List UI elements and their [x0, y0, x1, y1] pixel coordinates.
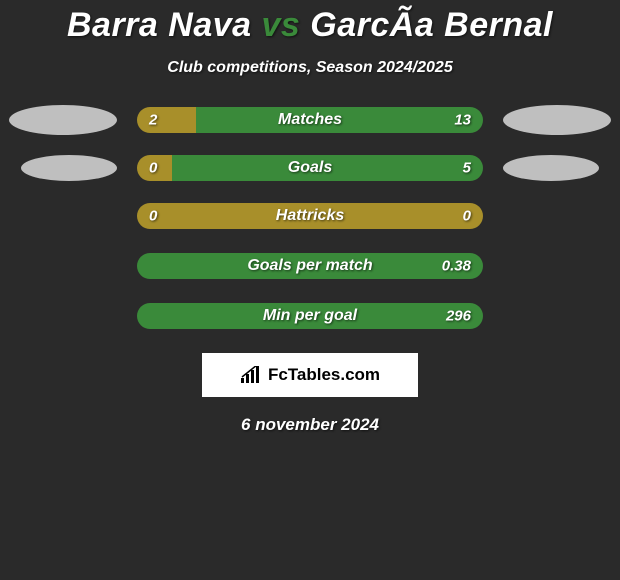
- stat-bar: 0.38 Goals per match: [137, 253, 483, 279]
- comparison-title: Barra Nava vs GarcÃ­a Bernal: [0, 0, 620, 45]
- stat-ellipse-right: [503, 105, 611, 135]
- stat-value-left: 0: [149, 160, 157, 177]
- brand-badge: FcTables.com: [202, 353, 418, 397]
- stat-row: 0.38 Goals per match: [0, 251, 620, 281]
- stat-ellipse-left: [9, 251, 117, 281]
- date-text: 6 november 2024: [0, 415, 620, 435]
- stat-label: Hattricks: [276, 207, 344, 225]
- stat-label: Min per goal: [263, 307, 357, 325]
- stat-ellipse-right: [503, 251, 611, 281]
- stat-bar: 2 13 Matches: [137, 107, 483, 133]
- stat-ellipse-right: [503, 301, 611, 331]
- stats-container: 2 13 Matches 0 5 Goals 0 0 Hattricks 0.38 Goals pe…: [0, 105, 620, 331]
- stat-row: 0 5 Goals: [0, 155, 620, 181]
- stat-bar-left-fill: [137, 107, 196, 133]
- stat-ellipse-left: [9, 105, 117, 135]
- stat-label: Goals per match: [247, 257, 372, 275]
- stat-ellipse-left: [9, 301, 117, 331]
- stat-ellipse-right: [503, 201, 611, 231]
- stat-value-right: 0: [463, 208, 471, 225]
- stat-value-left: 0: [149, 208, 157, 225]
- stat-ellipse-right: [503, 155, 599, 181]
- brand-text: FcTables.com: [268, 365, 380, 385]
- stat-ellipse-left: [9, 201, 117, 231]
- stat-row: 2 13 Matches: [0, 105, 620, 135]
- stat-value-right: 13: [454, 112, 471, 129]
- player1-name: Barra Nava: [67, 6, 252, 44]
- stat-bar: 0 0 Hattricks: [137, 203, 483, 229]
- vs-separator: vs: [262, 6, 301, 44]
- stat-value-right: 296: [446, 308, 471, 325]
- chart-icon: [240, 366, 262, 384]
- stat-bar: 0 5 Goals: [137, 155, 483, 181]
- stat-label: Goals: [288, 159, 332, 177]
- stat-value-right: 5: [463, 160, 471, 177]
- stat-ellipse-left: [21, 155, 117, 181]
- subtitle-text: Club competitions, Season 2024/2025: [0, 59, 620, 77]
- stat-row: 296 Min per goal: [0, 301, 620, 331]
- stat-bar: 296 Min per goal: [137, 303, 483, 329]
- stat-label: Matches: [278, 111, 342, 129]
- player2-name: GarcÃ­a Bernal: [310, 6, 553, 44]
- stat-value-right: 0.38: [442, 258, 471, 275]
- stat-row: 0 0 Hattricks: [0, 201, 620, 231]
- stat-value-left: 2: [149, 112, 157, 129]
